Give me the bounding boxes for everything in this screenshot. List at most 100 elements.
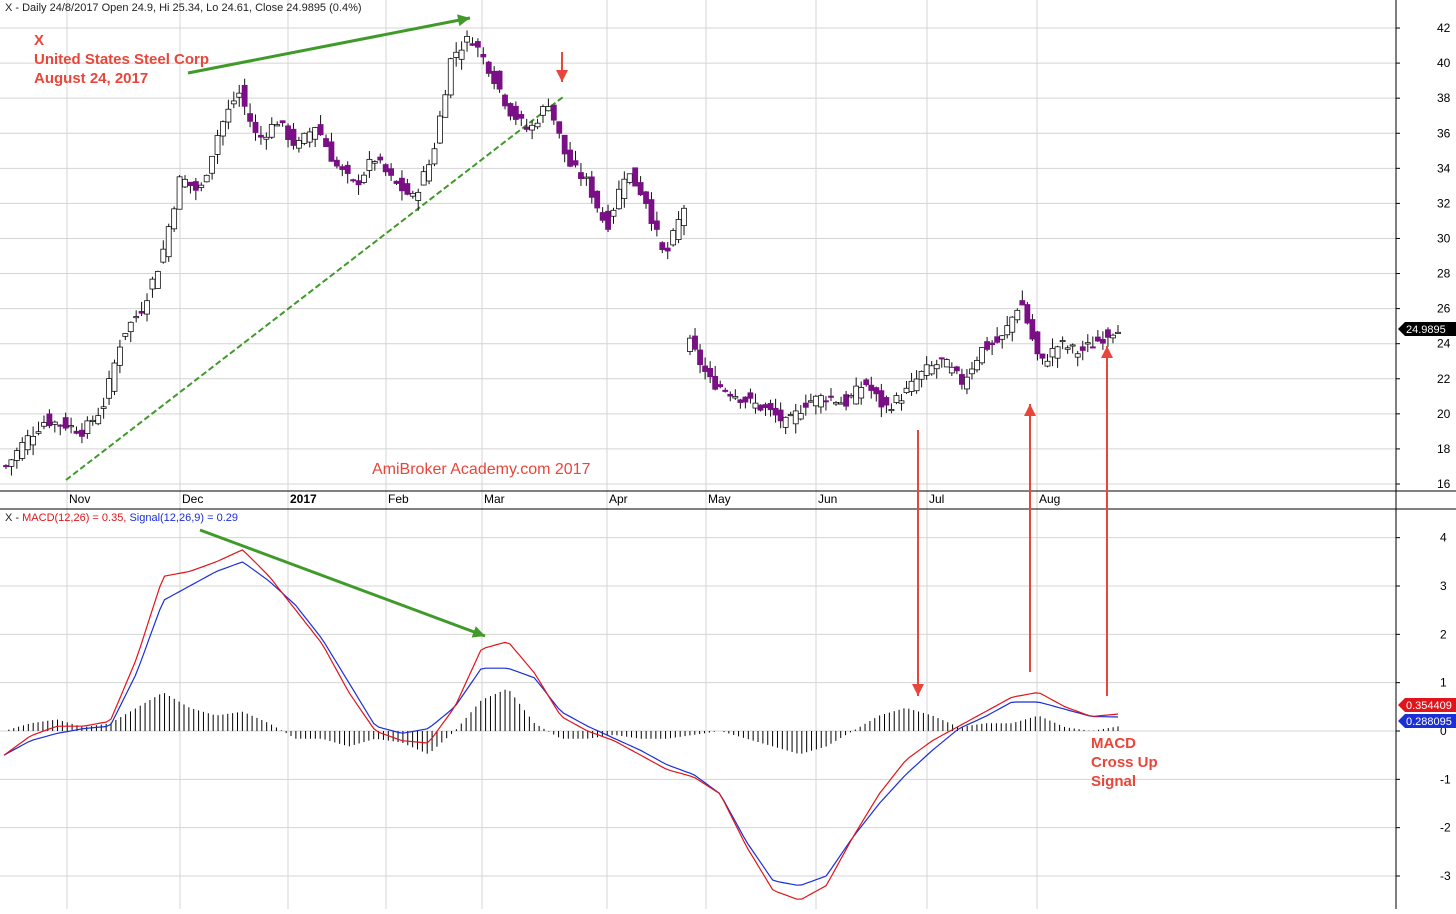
candle-body xyxy=(702,365,709,372)
candle-body xyxy=(464,35,470,43)
candle-body xyxy=(138,310,145,314)
candle-body xyxy=(653,220,660,230)
candle-body xyxy=(165,226,172,258)
candle-body xyxy=(507,103,514,117)
candle-body xyxy=(13,450,20,461)
price-tick-label: 38 xyxy=(1437,91,1451,105)
macd-tick-label: 0 xyxy=(1440,724,1447,738)
candle-body xyxy=(1039,353,1046,359)
candle-body xyxy=(762,404,769,409)
x-tick-label: Aug xyxy=(1039,492,1060,506)
x-tick-label: Feb xyxy=(388,492,409,506)
candle-body xyxy=(727,393,734,397)
macd-divergence-arrow-head xyxy=(471,626,485,638)
x-tick-label: Dec xyxy=(182,492,203,506)
candle-body xyxy=(943,359,950,368)
ticker-annotation: X xyxy=(34,32,44,49)
candle-body xyxy=(964,376,970,390)
candle-body xyxy=(888,409,895,412)
candle-body xyxy=(518,114,525,119)
candle-body xyxy=(928,365,935,375)
date-annotation: August 24, 2017 xyxy=(34,70,148,87)
candle-body xyxy=(994,336,1001,343)
signal-value-badge: 0.288095 xyxy=(1398,714,1456,728)
candle-body xyxy=(230,100,237,105)
candle-body xyxy=(1009,316,1016,333)
company-annotation: United States Steel Corp xyxy=(34,51,209,68)
grid xyxy=(0,0,1396,909)
candle-body xyxy=(742,396,749,403)
signal-arrow-down-head xyxy=(912,684,924,696)
candle-body xyxy=(913,378,920,392)
candle-body xyxy=(344,164,351,174)
signal-arrows xyxy=(556,52,1113,696)
candle-body xyxy=(41,422,47,427)
candle-body xyxy=(62,417,69,429)
candle-body xyxy=(878,390,885,408)
candle-body xyxy=(431,148,438,165)
candle-body xyxy=(30,436,37,446)
candle-body xyxy=(453,51,460,58)
support-trendline xyxy=(65,96,564,481)
candle-body xyxy=(437,115,443,144)
candle-body xyxy=(782,416,789,428)
candle-body xyxy=(122,333,129,337)
price-trend-arrow xyxy=(187,16,471,75)
candle-body xyxy=(863,379,870,386)
candle-body xyxy=(550,104,557,121)
candle-body xyxy=(545,106,552,112)
candle-body xyxy=(377,156,384,161)
candle-body xyxy=(868,384,875,391)
candle-body xyxy=(317,124,324,136)
candle-body xyxy=(1094,336,1101,342)
candle-body xyxy=(556,121,563,134)
candle-body xyxy=(848,395,855,398)
candle-body xyxy=(241,84,248,107)
candle-body xyxy=(24,435,31,451)
candle-body xyxy=(382,164,389,173)
macd-histogram xyxy=(8,689,1119,754)
candle-body xyxy=(1034,331,1041,355)
x-tick-label: 2017 xyxy=(290,492,317,506)
candle-body xyxy=(1019,300,1026,306)
signal-note-line-1: MACD xyxy=(1091,735,1136,752)
candle-body xyxy=(480,54,487,58)
candle-body xyxy=(1079,346,1086,351)
candle-body xyxy=(3,465,9,468)
candle-body xyxy=(757,404,764,411)
candle-body xyxy=(95,415,102,425)
candle-body xyxy=(953,366,960,372)
candle-body xyxy=(583,176,590,179)
candles xyxy=(3,30,1121,476)
candle-body xyxy=(632,167,639,187)
candle-body xyxy=(339,166,346,170)
candle-body xyxy=(203,174,210,183)
candle-body xyxy=(540,106,546,116)
candle-body xyxy=(969,368,975,375)
candle-body xyxy=(1105,329,1111,338)
candle-body xyxy=(312,127,319,140)
candle-body xyxy=(68,425,74,428)
candle-body xyxy=(393,180,400,184)
candle-body xyxy=(355,180,362,186)
price-tick-label: 42 xyxy=(1437,21,1451,35)
signal-arrow-up-1-head xyxy=(1024,404,1036,416)
price-tick-label: 34 xyxy=(1437,161,1451,175)
signal-arrow-up-2-head xyxy=(1101,346,1113,358)
candle-body xyxy=(474,41,481,48)
candle-body xyxy=(1115,331,1121,334)
macd-tick-label: 2 xyxy=(1440,627,1447,641)
candle-body xyxy=(697,349,703,366)
macd-title-prefix: X - xyxy=(5,512,22,524)
candle-body xyxy=(812,395,819,407)
candle-body xyxy=(19,442,26,459)
x-tick-label: Jul xyxy=(929,492,944,506)
macd-lines xyxy=(3,549,1119,900)
price-tick-label: 32 xyxy=(1437,196,1451,210)
candle-body xyxy=(149,278,156,290)
axis-labels: Nov Dec 2017 Feb Mar Apr May Jun Jul Aug161820222… xyxy=(69,21,1451,883)
macd-divergence-arrow xyxy=(199,528,486,638)
candle-body xyxy=(57,424,64,427)
candle-body xyxy=(933,364,940,370)
candle-body xyxy=(1064,347,1071,350)
